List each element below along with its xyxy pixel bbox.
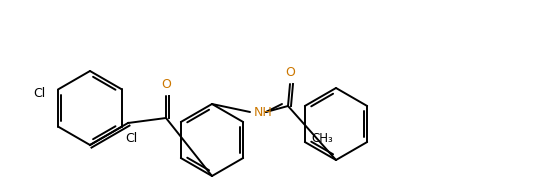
Text: O: O: [285, 66, 295, 79]
Text: NH: NH: [254, 105, 273, 118]
Text: CH₃: CH₃: [312, 132, 333, 145]
Text: Cl: Cl: [34, 87, 46, 100]
Text: O: O: [161, 78, 171, 91]
Text: Cl: Cl: [125, 132, 137, 146]
